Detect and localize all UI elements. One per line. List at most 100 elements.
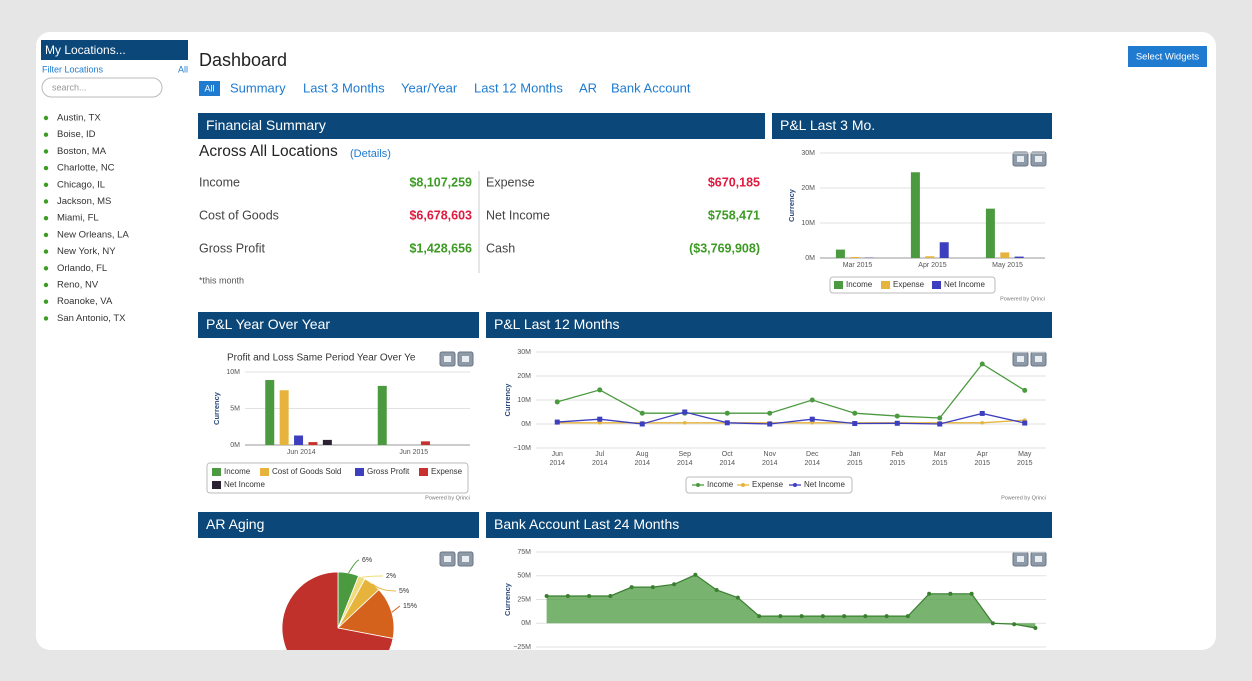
- location[interactable]: New York, NY: [57, 246, 116, 257]
- x-tick-label: May: [1018, 451, 1032, 458]
- tab[interactable]: AR: [579, 80, 597, 95]
- legend-swatch: [881, 281, 890, 289]
- location[interactable]: Austin, TX: [57, 113, 101, 124]
- pie-label: 6%: [362, 557, 372, 564]
- summary-label: Cash: [486, 241, 515, 255]
- marker: [1033, 626, 1038, 630]
- marker: [639, 410, 645, 416]
- tab[interactable]: Bank Account: [611, 80, 691, 95]
- widget-header: [772, 113, 1052, 139]
- x-tick-label: Dec: [806, 451, 819, 458]
- legend-label: Net Income: [944, 280, 985, 289]
- location[interactable]: Boise, ID: [57, 129, 96, 140]
- y-tick-label: 25M: [517, 596, 531, 603]
- x-tick-label: May 2015: [992, 262, 1023, 269]
- y-tick-label: −25M: [513, 644, 531, 651]
- marker: [905, 614, 910, 619]
- sidebar-header: [41, 40, 188, 60]
- location[interactable]: Chicago, IL: [57, 179, 105, 190]
- marker: [937, 421, 943, 427]
- location[interactable]: San Antonio, TX: [57, 313, 126, 324]
- location[interactable]: Jackson, MS: [57, 196, 111, 207]
- tab[interactable]: Summary: [230, 80, 286, 95]
- x-tick-label: 2015: [889, 460, 905, 467]
- y-tick-label: 10M: [517, 397, 531, 404]
- credit: Powered by Qrinci: [1001, 495, 1046, 501]
- widget-title: AR Aging: [206, 516, 264, 532]
- marker: [948, 591, 953, 596]
- x-tick-label: 2014: [634, 460, 650, 467]
- summary-value: $8,107,259: [409, 175, 472, 189]
- location-dot: [43, 182, 49, 187]
- location-dot: [43, 199, 49, 204]
- tool-glyph: [462, 556, 469, 562]
- widget-header: [486, 312, 1052, 338]
- location-dot: [43, 149, 49, 154]
- all-link[interactable]: All: [178, 64, 188, 74]
- marker: [672, 582, 677, 587]
- line: [557, 411, 1025, 425]
- area: [546, 574, 1036, 628]
- marker: [714, 588, 719, 592]
- location[interactable]: Orlando, FL: [57, 263, 107, 274]
- x-tick-label: Jun: [552, 451, 563, 458]
- summary-value: $758,471: [708, 208, 760, 222]
- summary-value: $6,678,603: [409, 208, 472, 222]
- marker: [884, 614, 889, 619]
- bar: [925, 256, 935, 258]
- tool-glyph: [444, 556, 451, 562]
- marker: [682, 421, 687, 425]
- marker: [969, 591, 974, 596]
- location-dot: [43, 282, 49, 288]
- marker: [735, 595, 740, 600]
- widget-title: Financial Summary: [206, 117, 326, 133]
- chart-title: Profit and Loss Same Period Year Over Ye: [227, 353, 416, 364]
- x-tick-label: Sep: [679, 451, 692, 458]
- y-axis-label: Currency: [503, 582, 512, 616]
- marker: [693, 572, 698, 577]
- tab[interactable]: Year/Year: [401, 80, 458, 95]
- tab[interactable]: All: [204, 83, 214, 93]
- y-tick-label: 0M: [521, 421, 531, 428]
- search-input[interactable]: [41, 77, 163, 98]
- location-dot: [43, 132, 49, 137]
- bar: [985, 208, 995, 258]
- details-link[interactable]: (Details): [350, 148, 391, 160]
- legend-swatch: [260, 468, 269, 476]
- location[interactable]: Miami, FL: [57, 213, 99, 224]
- x-tick-label: Apr 2015: [918, 262, 947, 269]
- location[interactable]: Roanoke, VA: [57, 296, 113, 307]
- x-tick-label: Jul: [595, 451, 604, 458]
- marker: [810, 421, 815, 425]
- y-tick-label: 20M: [801, 185, 815, 192]
- legend-marker: [696, 483, 700, 487]
- tool-glyph: [1035, 156, 1042, 162]
- summary-label: Net Income: [486, 208, 550, 222]
- pie-label: 15%: [403, 603, 417, 610]
- summary-value: $670,185: [708, 175, 760, 189]
- tab[interactable]: Last 12 Months: [474, 80, 563, 95]
- marker: [650, 585, 655, 590]
- filter-link[interactable]: Filter Locations: [42, 64, 104, 74]
- location[interactable]: New Orleans, LA: [57, 229, 129, 240]
- y-tick-label: 0M: [805, 255, 815, 262]
- button-label: Select Widgets: [1136, 52, 1200, 63]
- tool-glyph: [1035, 356, 1042, 362]
- marker: [1022, 387, 1028, 393]
- location[interactable]: Charlotte, NC: [57, 163, 115, 174]
- widget-header: [198, 312, 479, 338]
- tab[interactable]: Last 3 Months: [303, 80, 385, 95]
- marker: [587, 593, 592, 598]
- marker: [820, 614, 825, 619]
- marker: [990, 621, 995, 626]
- legend-swatch: [355, 468, 364, 476]
- location[interactable]: Boston, MA: [57, 146, 107, 157]
- select-widgets-button[interactable]: [1128, 46, 1207, 67]
- bar: [1000, 252, 1010, 258]
- marker: [863, 614, 868, 619]
- x-tick-label: 2014: [804, 460, 820, 467]
- location-dot: [43, 115, 49, 121]
- leader-line: [371, 583, 397, 592]
- location[interactable]: Reno, NV: [57, 280, 99, 291]
